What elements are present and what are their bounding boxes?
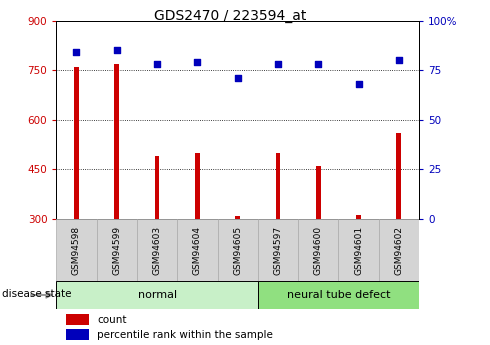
Bar bbox=[66, 314, 89, 325]
Text: count: count bbox=[97, 315, 126, 325]
Point bbox=[314, 62, 322, 67]
Text: GDS2470 / 223594_at: GDS2470 / 223594_at bbox=[154, 9, 306, 23]
Bar bbox=[298, 219, 339, 281]
Bar bbox=[258, 281, 419, 309]
Bar bbox=[177, 219, 218, 281]
Bar bbox=[56, 281, 258, 309]
Point bbox=[234, 76, 242, 81]
Text: percentile rank within the sample: percentile rank within the sample bbox=[97, 329, 273, 339]
Point bbox=[395, 58, 403, 63]
Bar bbox=[56, 219, 97, 281]
Point bbox=[274, 62, 282, 67]
Text: GSM94597: GSM94597 bbox=[273, 226, 282, 275]
Text: neural tube defect: neural tube defect bbox=[287, 290, 390, 300]
Text: GSM94601: GSM94601 bbox=[354, 226, 363, 275]
Bar bbox=[195, 153, 200, 219]
Text: disease state: disease state bbox=[2, 289, 72, 299]
Text: GSM94600: GSM94600 bbox=[314, 226, 323, 275]
Text: GSM94602: GSM94602 bbox=[394, 226, 403, 275]
Bar bbox=[114, 64, 119, 219]
Bar bbox=[396, 133, 401, 219]
Text: GSM94604: GSM94604 bbox=[193, 226, 202, 275]
Bar bbox=[155, 156, 159, 219]
Text: GSM94605: GSM94605 bbox=[233, 226, 242, 275]
Bar bbox=[74, 67, 79, 219]
Point bbox=[113, 48, 121, 53]
Bar bbox=[356, 215, 361, 219]
Bar bbox=[379, 219, 419, 281]
Text: GSM94599: GSM94599 bbox=[112, 226, 122, 275]
Bar bbox=[97, 219, 137, 281]
Bar bbox=[137, 219, 177, 281]
Bar bbox=[218, 219, 258, 281]
Point bbox=[194, 60, 201, 65]
Text: normal: normal bbox=[138, 290, 176, 300]
Point bbox=[153, 62, 161, 67]
Bar bbox=[235, 216, 240, 219]
Bar bbox=[339, 219, 379, 281]
Text: GSM94598: GSM94598 bbox=[72, 226, 81, 275]
Bar bbox=[66, 329, 89, 340]
Bar bbox=[316, 166, 320, 219]
Text: GSM94603: GSM94603 bbox=[152, 226, 162, 275]
Bar bbox=[275, 153, 280, 219]
Bar bbox=[258, 219, 298, 281]
Point bbox=[73, 50, 80, 55]
Point bbox=[355, 81, 363, 87]
